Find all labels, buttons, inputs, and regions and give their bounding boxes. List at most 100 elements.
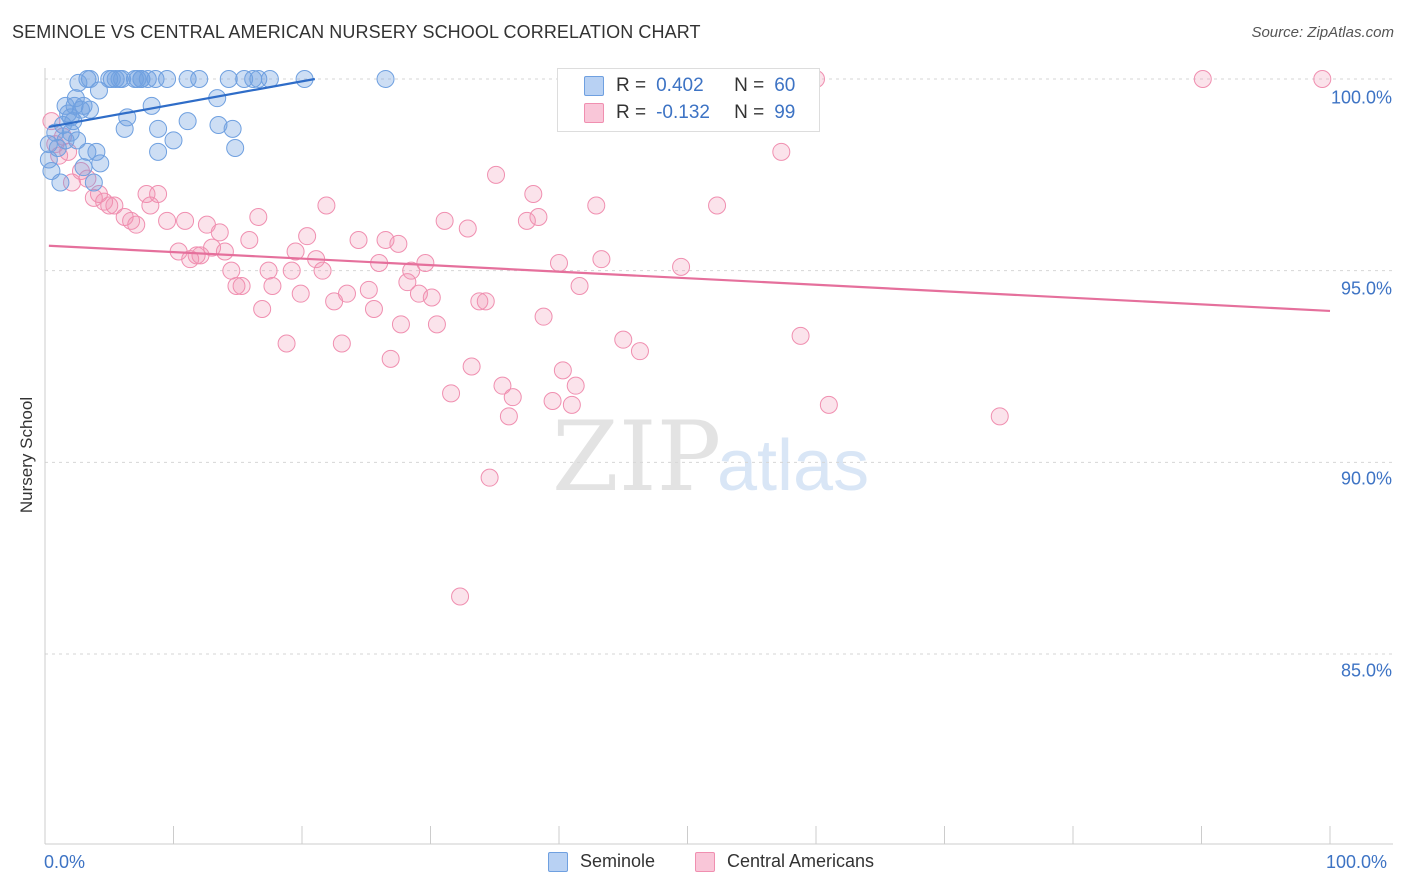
central-americans-point — [422, 288, 441, 307]
y-tick-label-85: 85.0% — [1340, 660, 1392, 681]
central-americans-point — [416, 254, 435, 272]
seminole-point — [132, 70, 151, 88]
central-americans-point — [772, 142, 791, 161]
seminole-point — [226, 139, 245, 157]
central-americans-point — [253, 300, 272, 318]
central-americans-point — [630, 342, 649, 361]
seminole-point — [89, 81, 108, 100]
central-americans-point — [470, 292, 489, 311]
x-tick-label-min: 0.0% — [44, 852, 86, 872]
seminole-point — [66, 89, 85, 108]
central-americans-legend-swatch — [695, 851, 715, 872]
central-americans-point — [364, 300, 383, 318]
central-americans-point — [298, 227, 317, 246]
legend-n-label: N = — [734, 102, 765, 123]
central-americans-point — [990, 407, 1009, 426]
central-americans-point — [232, 277, 251, 295]
central-americans-point — [286, 242, 305, 261]
legend-r-label: R = — [616, 102, 647, 123]
y-tick-label-100: 100.0% — [1330, 87, 1392, 108]
central-americans-legend-label: Central Americans — [727, 851, 875, 871]
legend-row-central-americans: R = -0.132 N = 99 — [584, 101, 795, 125]
central-americans-point — [127, 215, 146, 234]
central-americans-point — [349, 231, 368, 249]
central-americans-point — [215, 242, 234, 261]
central-americans-point — [176, 211, 195, 230]
seminole-swatch — [584, 76, 604, 96]
central-americans-point — [381, 349, 400, 368]
central-americans-point — [1193, 70, 1212, 88]
seminole-point — [68, 131, 87, 150]
central-americans-point — [158, 211, 177, 230]
x-tick-label-max: 100.0% — [1326, 852, 1388, 872]
seminole-point — [149, 142, 168, 161]
central-americans-point — [476, 292, 495, 311]
seminole-point — [80, 100, 99, 119]
central-americans-point — [50, 146, 69, 165]
seminole-point — [138, 70, 157, 88]
correlation-legend: R = 0.402 N = 60 R = -0.132 N = 99 — [557, 68, 820, 132]
central-americans-point — [458, 219, 477, 238]
seminole-point — [102, 70, 121, 88]
seminole-point — [87, 142, 106, 161]
seminole-point — [164, 131, 183, 150]
central-americans-point — [708, 196, 727, 215]
seminole-point — [113, 70, 132, 88]
central-americans-point — [493, 376, 512, 395]
y-tick-label-95: 95.0% — [1340, 278, 1392, 299]
seminole-point — [149, 119, 168, 138]
central-americans-point — [487, 165, 506, 184]
seminole-legend-swatch — [548, 851, 568, 872]
central-americans-point — [587, 196, 606, 215]
central-americans-point — [337, 284, 356, 303]
central-americans-point — [105, 196, 124, 215]
central-americans-point — [503, 388, 522, 407]
central-americans-point — [210, 223, 229, 242]
central-americans-point — [277, 334, 296, 353]
central-americans-point — [553, 361, 572, 380]
central-americans-point — [570, 277, 589, 295]
central-americans-point — [451, 587, 470, 606]
legend-r-label: R = — [616, 75, 647, 96]
seminole-point — [128, 70, 147, 88]
seminole-point — [376, 70, 395, 88]
central-americans-point — [227, 277, 246, 295]
seminole-point — [178, 112, 197, 131]
seminole-point — [84, 173, 103, 192]
source-label: Source: ZipAtlas.com — [1251, 24, 1394, 41]
seminole-point — [190, 70, 209, 88]
legend-r-value: -0.132 — [656, 102, 710, 123]
watermark-zip: ZIP — [552, 401, 721, 513]
central-americans-point — [550, 254, 568, 272]
central-americans-point — [149, 185, 168, 203]
central-americans-point — [517, 211, 536, 230]
central-americans-point — [389, 234, 408, 253]
seminole-point — [115, 119, 134, 138]
y-tick-label-90: 90.0% — [1340, 468, 1392, 489]
legend-n-value: 99 — [774, 102, 796, 123]
chart-title: SEMINOLE VS CENTRAL AMERICAN NURSERY SCH… — [12, 22, 701, 42]
central-americans-point — [391, 315, 410, 334]
legend-row-seminole: R = 0.402 N = 60 — [584, 74, 795, 98]
central-americans-point — [529, 208, 548, 226]
seminole-legend-label: Seminole — [580, 851, 656, 871]
central-americans-swatch — [584, 103, 604, 123]
seminole-point — [69, 73, 88, 92]
central-americans-point — [562, 395, 581, 414]
central-americans-point — [359, 280, 378, 299]
central-americans-point — [222, 261, 241, 280]
bottom-legend-seminole: Seminole — [548, 851, 655, 872]
central-americans-point — [480, 468, 499, 487]
seminole-point — [219, 70, 238, 88]
central-americans-point — [427, 315, 446, 334]
central-americans-point — [462, 357, 481, 376]
seminole-point — [74, 158, 93, 177]
seminole-point — [48, 139, 67, 157]
central-americans-point — [263, 277, 282, 295]
seminole-point — [46, 123, 65, 142]
seminole-point — [61, 123, 80, 142]
central-americans-point — [442, 384, 461, 403]
central-americans-point — [398, 273, 417, 292]
central-americans-point — [524, 185, 543, 203]
